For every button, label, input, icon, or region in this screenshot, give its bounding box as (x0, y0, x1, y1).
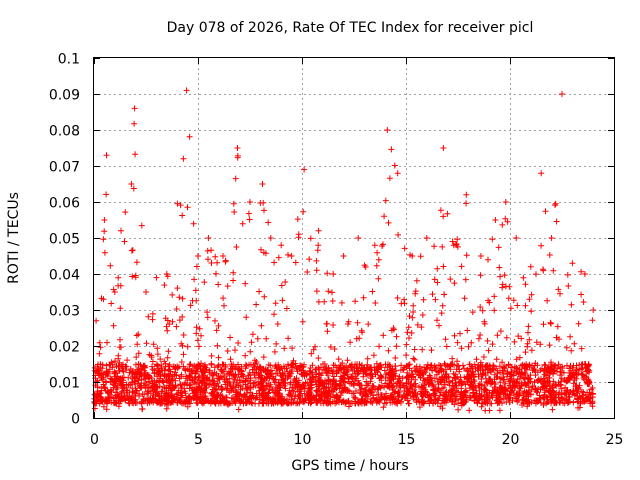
roti-peak-point (101, 217, 108, 223)
y-axis-label: ROTI / TECUs (6, 192, 22, 284)
roti-peak-point (527, 263, 534, 270)
x-tick-label: 20 (502, 432, 520, 448)
roti-peak-point (301, 166, 308, 173)
roti-peak-point (559, 91, 565, 97)
roti-peak-point (195, 253, 201, 259)
roti-peak-point (205, 235, 212, 241)
roti-peak-point (315, 227, 322, 234)
y-tick-label: 0.07 (49, 160, 80, 176)
roti-peak-point (538, 170, 545, 177)
y-tick-label: 0.01 (49, 376, 80, 392)
x-tick-labels: 0 5 10 15 20 25 (90, 432, 623, 448)
y-tick-label: 0.02 (49, 340, 80, 356)
roti-peak-point (548, 235, 555, 241)
roti-peak-point (371, 242, 378, 249)
y-tick-label: 0.08 (49, 124, 80, 140)
y-tick-label: 0 (71, 412, 80, 428)
roti-peak-point (267, 235, 274, 241)
y-tick-label: 0.03 (49, 304, 80, 320)
data-points (91, 87, 597, 414)
roti-peak-point (93, 317, 100, 324)
roti-peak-point (502, 199, 509, 205)
roti-peak-point (590, 307, 597, 313)
roti-peak-point (513, 235, 520, 241)
roti-peak-point (163, 271, 170, 277)
y-tick-label: 0.05 (49, 232, 80, 248)
roti-peak-point (220, 253, 226, 259)
roti-peak-point (477, 253, 484, 259)
roti-peak-point (118, 227, 124, 234)
roti-peak-point (153, 274, 160, 281)
roti-peak-point (180, 155, 187, 162)
roti-peak-point (394, 170, 401, 177)
y-tick-labels: 0 0.01 0.02 0.03 0.04 0.05 0.06 0.07 0.08 0.09 0.1 (49, 52, 80, 428)
x-tick-label: 15 (398, 432, 416, 448)
roti-peak-point (384, 127, 391, 133)
roti-peak-point (409, 253, 416, 259)
roti-point-cloud (91, 120, 596, 414)
x-axis-label: GPS time / hours (291, 458, 408, 474)
roti-peak-point (131, 105, 138, 112)
roti-peak-point (183, 87, 190, 94)
x-tick-label: 0 (90, 432, 99, 448)
roti-peak-point (278, 242, 285, 249)
roti-peak-point (330, 271, 337, 277)
x-tick-label: 10 (294, 432, 312, 448)
roti-peak-point (143, 289, 149, 295)
roti-peak-point (450, 242, 457, 249)
roti-peak-point (569, 260, 576, 267)
roti-peak-point (111, 289, 118, 295)
y-tick-label: 0.09 (49, 88, 80, 104)
roti-peak-point (340, 253, 347, 259)
y-tick-label: 0.06 (49, 196, 80, 212)
chart-title: Day 078 of 2026, Rate Of TEC Index for r… (167, 20, 534, 36)
roti-peak-point (423, 235, 430, 241)
x-tick-label: 25 (606, 432, 624, 448)
roti-peak-point (128, 181, 135, 187)
roti-peak-point (247, 199, 253, 205)
roti-peak-point (463, 191, 470, 198)
roti-peak-point (234, 145, 241, 151)
roti-peak-point (355, 235, 362, 241)
roti-peak-point (288, 253, 295, 259)
axis-ticks (94, 58, 615, 419)
roti-peak-point (259, 181, 266, 187)
roti-peak-point (581, 271, 588, 277)
plot-frame (93, 57, 615, 419)
y-tick-label: 0.1 (58, 52, 80, 68)
x-tick-label: 5 (194, 432, 203, 448)
roti-peak-point (492, 217, 499, 223)
roti-peak-point (103, 152, 110, 159)
roti-peak-point (440, 145, 447, 151)
y-tick-label: 0.04 (49, 268, 80, 284)
